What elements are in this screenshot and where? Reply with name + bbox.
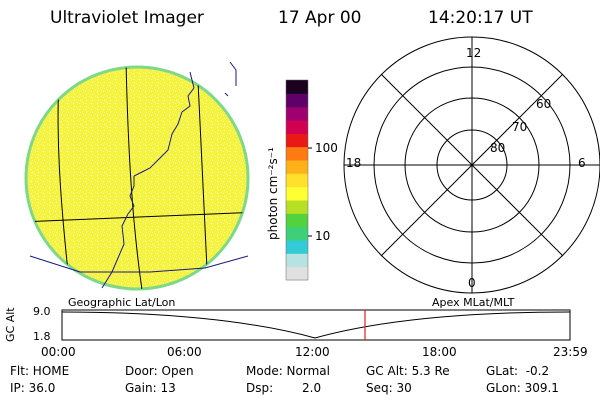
timeline-ytick-bottom: 1.8 (33, 330, 51, 343)
time-label: 14:20:17 UT (428, 8, 533, 28)
colorbar-cell (286, 240, 308, 254)
timeline-xtick-3: 18:00 (422, 345, 457, 359)
timeline-right-title: Apex MLat/MLT (432, 296, 515, 309)
status-mode: Mode: Normal (246, 364, 330, 378)
colorbar-cell (286, 80, 308, 94)
instrument-title: Ultraviolet Imager (50, 8, 204, 28)
earth-disk (24, 65, 250, 291)
timeline-xtick-4: 23:59 (553, 345, 588, 359)
status-flt: Flt: HOME (10, 364, 70, 378)
mlt-label-12: 12 (466, 46, 482, 60)
timeline-axis-label: GC Alt (4, 307, 17, 342)
status-dsp-value: 2.0 (302, 381, 322, 395)
timeline-xtick-1: 06:00 (167, 345, 202, 359)
lat-label-60: 60 (536, 97, 552, 111)
status-glat: GLat: -0.2 (486, 364, 550, 378)
colorbar-cell (286, 146, 308, 161)
colorbar-cell (286, 213, 308, 228)
lat-label-80: 80 (490, 141, 506, 155)
colorbar-cell (286, 226, 308, 241)
date-label: 17 Apr 00 (278, 8, 362, 28)
status-ip: IP: 36.0 (10, 381, 56, 395)
timeline-xtick-0: 00:00 (41, 345, 76, 359)
colorbar-cell (286, 200, 308, 214)
status-gc-alt: GC Alt: 5.3 Re (366, 364, 450, 378)
colorbar-cell (286, 133, 308, 148)
colorbar-cell (286, 173, 308, 188)
mlt-label-6: 6 (578, 156, 586, 170)
altitude-curve (61, 311, 571, 339)
colorbar-cell (286, 186, 308, 201)
colorbar-label-10: 10 (315, 229, 331, 243)
colorbar-cell (286, 93, 308, 108)
polar-diagonal-2 (380, 73, 564, 257)
timeline-xtick-2: 12:00 (295, 345, 330, 359)
timeline-left-title: Geographic Lat/Lon (68, 296, 176, 309)
polar-plot (343, 36, 600, 294)
timeline-frame (61, 309, 571, 341)
colorbar-label-100: 100 (315, 141, 338, 155)
coastline (29, 61, 249, 289)
mlt-label-0: 0 (468, 276, 476, 290)
colorbar-cell (286, 160, 308, 174)
status-dsp-label: Dsp: (246, 381, 274, 395)
timeline-plot (61, 309, 571, 341)
status-seq: Seq: 30 (366, 381, 412, 395)
status-door: Door: Open (125, 364, 194, 378)
lat-label-70: 70 (512, 120, 528, 134)
colorbar-unit-label: photon cm⁻²s⁻¹ (266, 147, 280, 240)
status-glon: GLon: 309.1 (486, 381, 559, 395)
colorbar-cell (286, 266, 308, 281)
mlt-label-18: 18 (346, 156, 362, 170)
colorbar-cell (286, 120, 308, 134)
uv-earth-image (24, 61, 250, 291)
status-gain: Gain: 13 (125, 381, 176, 395)
colorbar-cell (286, 253, 308, 268)
colorbar-cell (286, 106, 308, 121)
colorbar-frame (285, 79, 309, 281)
colorbar (285, 79, 312, 281)
timeline-ytick-top: 9.0 (33, 305, 51, 318)
